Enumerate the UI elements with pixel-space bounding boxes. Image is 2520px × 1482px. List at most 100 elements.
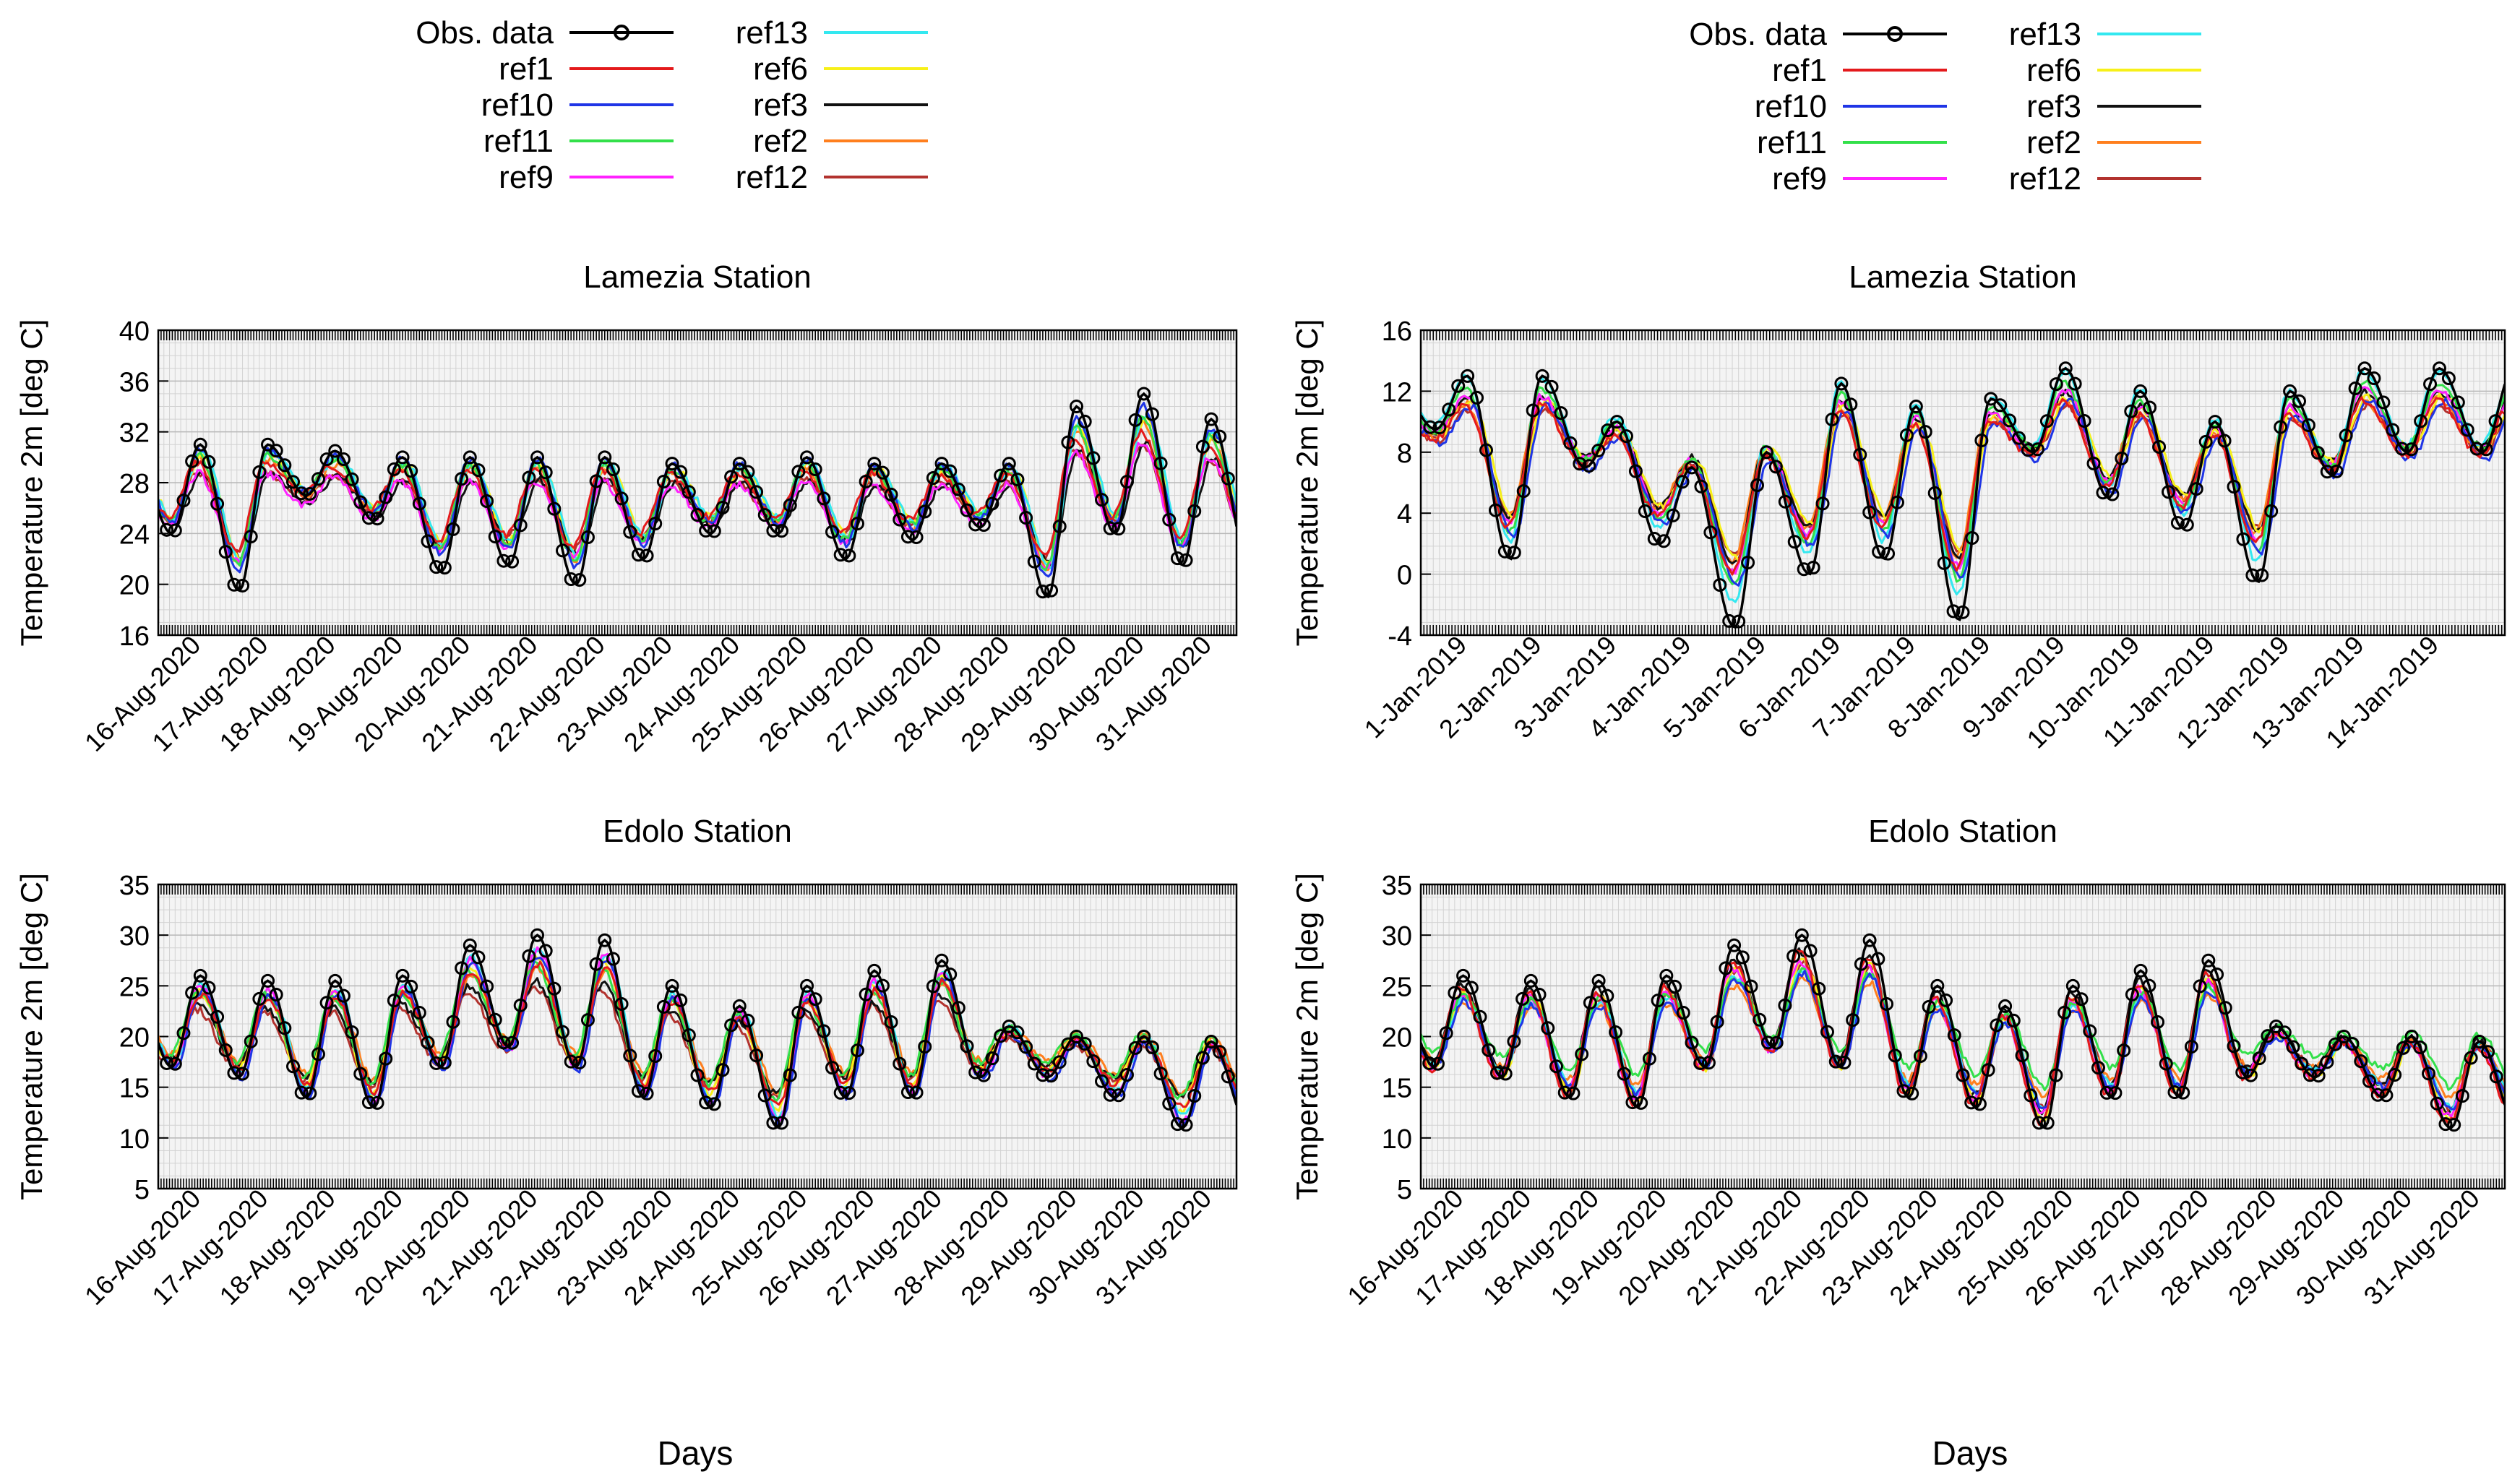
obs-marker — [1010, 1025, 1025, 1040]
legend-label: ref9 — [499, 160, 554, 195]
obs-marker — [2180, 517, 2194, 532]
obs-marker — [1575, 1047, 1589, 1061]
obs-marker — [1888, 1048, 1902, 1063]
obs-marker — [2227, 479, 2241, 494]
panel-1: 1620242832364016-Aug-202017-Aug-202018-A… — [14, 259, 1238, 757]
obs-marker — [2414, 414, 2428, 428]
y-tick-label: 15 — [119, 1074, 150, 1104]
obs-marker — [2404, 1030, 2419, 1044]
obs-marker — [1812, 981, 1826, 996]
legend-label: ref13 — [736, 15, 808, 51]
obs-marker — [2311, 1069, 2326, 1083]
obs-marker — [2286, 1040, 2300, 1054]
obs-marker — [2423, 377, 2438, 392]
obs-marker — [2255, 568, 2269, 582]
obs-marker — [2218, 1001, 2232, 1015]
obs-marker — [311, 1047, 325, 1061]
obs-marker — [294, 486, 309, 501]
obs-marker — [1187, 504, 1202, 518]
legend-label: ref2 — [2026, 125, 2081, 160]
obs-marker — [2432, 361, 2446, 376]
hour-ticks — [158, 884, 1237, 1189]
obs-marker — [2451, 395, 2465, 410]
obs-marker — [2413, 1041, 2427, 1055]
plot-frame — [1419, 329, 2506, 637]
y-tick-label: 10 — [119, 1124, 150, 1155]
obs-marker — [2159, 1056, 2173, 1071]
obs-marker — [370, 1095, 384, 1110]
obs-marker — [538, 465, 553, 480]
obs-marker — [2151, 1014, 2165, 1029]
obs-marker — [1516, 484, 1531, 499]
obs-marker — [1854, 957, 1868, 971]
obs-marker — [1523, 973, 1538, 988]
obs-marker — [2336, 1030, 2351, 1044]
obs-marker — [1803, 944, 1818, 958]
obs-marker — [1010, 473, 1025, 487]
y-axis-label: Temperature 2m [deg C] — [1290, 873, 1324, 1200]
obs-marker — [2201, 953, 2216, 968]
obs-marker — [1610, 415, 1625, 429]
obs-marker — [1448, 986, 1462, 1000]
obs-marker — [2021, 443, 2036, 457]
obs-marker — [1965, 531, 1979, 546]
obs-marker — [1095, 1074, 1109, 1088]
obs-marker — [1634, 1095, 1648, 1110]
obs-marker — [387, 994, 401, 1008]
obs-marker — [766, 523, 780, 538]
obs-marker — [421, 534, 435, 548]
obs-marker — [1719, 961, 1733, 975]
obs-marker — [1768, 460, 1783, 474]
obs-marker — [2143, 400, 2157, 415]
obs-marker — [193, 437, 207, 452]
chart-title: Lamezia Station — [1849, 259, 2077, 295]
obs-marker — [1778, 998, 1792, 1012]
obs-marker — [1913, 1048, 1927, 1063]
x-axis-label-right: Days — [1932, 1434, 2008, 1472]
obs-marker — [319, 452, 334, 467]
obs-marker — [1170, 551, 1184, 566]
obs-marker — [2345, 1037, 2360, 1051]
obs-marker — [218, 545, 233, 559]
y-tick-label: 5 — [134, 1175, 150, 1205]
obs-marker — [934, 457, 949, 471]
obs-marker — [2472, 1035, 2487, 1049]
legend-label: ref13 — [2009, 17, 2081, 52]
obs-marker — [160, 1056, 174, 1070]
obs-marker — [1890, 495, 1904, 509]
obs-marker — [1061, 435, 1075, 449]
obs-marker — [2167, 1085, 2182, 1100]
obs-marker — [1179, 1118, 1193, 1132]
obs-marker — [2161, 485, 2175, 499]
y-tick-label: 20 — [119, 571, 150, 601]
obs-marker — [589, 474, 603, 488]
obs-marker — [1922, 999, 1936, 1014]
obs-marker — [1993, 398, 2008, 413]
y-tick-label: 25 — [1382, 972, 1412, 1002]
obs-marker — [724, 1018, 739, 1033]
obs-marker — [1591, 443, 1606, 457]
obs-marker — [1760, 1035, 1775, 1050]
obs-marker — [2176, 1085, 2190, 1100]
obs-marker — [488, 530, 502, 544]
obs-marker — [2083, 1024, 2097, 1038]
obs-marker — [1778, 494, 1792, 509]
obs-marker — [244, 530, 258, 544]
obs-marker — [1794, 928, 1809, 942]
obs-marker — [2074, 992, 2089, 1007]
obs-marker — [496, 553, 511, 568]
obs-marker — [1981, 1063, 1995, 1077]
obs-marker — [2031, 1116, 2046, 1130]
obs-marker — [1019, 1040, 1033, 1054]
obs-marker — [1488, 503, 1502, 517]
obs-marker — [1498, 1067, 1513, 1081]
obs-marker — [808, 992, 822, 1007]
obs-marker — [875, 978, 890, 993]
obs-marker — [1119, 475, 1134, 489]
obs-marker — [1221, 1069, 1235, 1084]
obs-marker — [1787, 535, 1802, 549]
obs-marker — [2277, 1025, 2292, 1040]
obs-marker — [1600, 988, 1614, 1003]
obs-marker — [1535, 369, 1549, 383]
